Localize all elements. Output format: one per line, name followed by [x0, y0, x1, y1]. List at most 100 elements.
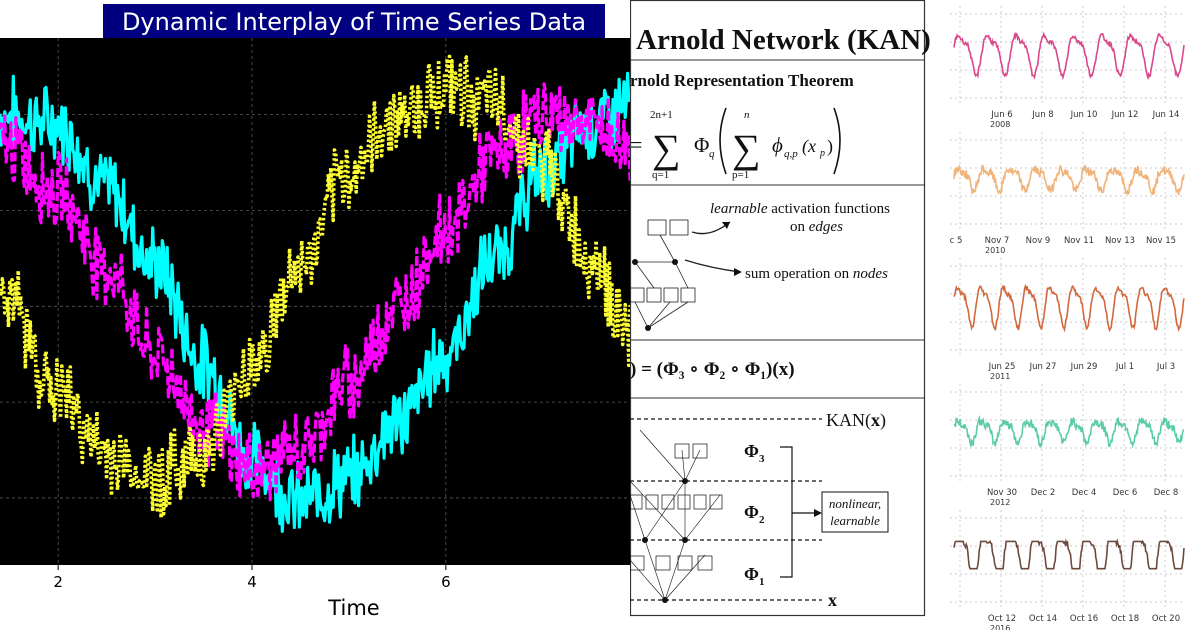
node-note: sum operation on nodes — [745, 266, 888, 282]
small-multiple-tick: c 5 — [950, 236, 963, 246]
x-tick-label: 6 — [441, 573, 451, 591]
edge-line — [674, 261, 689, 289]
kan-diagram: Arnold Network (KAN) rnold Representatio… — [630, 0, 930, 630]
phi1-label: Φ1 — [744, 564, 764, 588]
small-multiple-year: 2012 — [990, 498, 1010, 507]
phi3-label: Φ3 — [744, 441, 765, 465]
small-multiple-tick: Jul 3 — [1156, 362, 1175, 372]
phi-bracket — [780, 446, 793, 578]
edge-box — [661, 494, 675, 510]
node-dot — [682, 478, 688, 484]
small-multiple-tick: Jun 12 — [1111, 110, 1139, 120]
net-edge — [644, 480, 686, 541]
time-series-svg: Dynamic Interplay of Time Series Data 2 4… — [0, 4, 630, 620]
small-multiple-tick: Nov 9 — [1026, 236, 1051, 246]
node-dot — [672, 259, 678, 265]
net-edge — [684, 494, 721, 541]
small-multiple-1: Jun 6 Jun 8 Jun 10 Jun 12 Jun 14 2008 — [950, 6, 1185, 129]
bracket-arrow-head — [814, 509, 822, 517]
small-multiple-line — [953, 283, 1185, 333]
left-paren — [719, 107, 727, 175]
right-paren — [833, 107, 841, 175]
outer-sum-upper: 2n+1 — [650, 109, 673, 121]
kan-frame — [630, 0, 926, 617]
small-multiple-tick: Nov 11 — [1064, 236, 1094, 246]
inner-sum-lower: p=1 — [732, 169, 749, 181]
chart-title: Dynamic Interplay of Time Series Data — [122, 8, 586, 36]
edge-box — [692, 443, 708, 459]
x-axis-ticks: 2 4 6 — [53, 565, 451, 591]
small-multiple-tick: Oct 16 — [1070, 614, 1098, 624]
edge-box — [680, 287, 696, 303]
small-multiple-year: 2016 — [990, 624, 1010, 630]
inner-func-sub: q,p — [784, 148, 798, 160]
inner-sum-symbol: ∑ — [732, 126, 761, 171]
small-multiple-tick: Dec 6 — [1113, 488, 1138, 498]
edge-line — [634, 301, 649, 329]
net-edge — [639, 429, 686, 482]
small-multiple-line — [953, 538, 1185, 570]
node-dot — [642, 537, 648, 543]
outer-sum-lower: q=1 — [652, 169, 669, 181]
inner-arg: (x — [802, 136, 816, 157]
small-multiple-tick: Jun 27 — [1029, 362, 1057, 372]
edge-line — [634, 261, 655, 289]
node-dot — [682, 537, 688, 543]
net-edge — [684, 449, 701, 482]
net-edge — [630, 559, 666, 601]
node-dot — [632, 259, 638, 265]
network-sketch-top — [630, 219, 741, 329]
small-multiple-tick: Nov 15 — [1146, 236, 1176, 246]
time-series-chart: Dynamic Interplay of Time Series Data 2 4… — [0, 4, 630, 620]
node-dot — [662, 597, 668, 603]
small-multiple-3: Jun 25 Jun 27 Jun 29 Jul 1 Jul 3 2011 — [950, 258, 1185, 381]
input-x-label: x — [828, 590, 837, 610]
nonlinear-box — [821, 491, 889, 533]
kan-subtitle: rnold Representation Theorem — [630, 71, 854, 90]
edge-box — [663, 287, 679, 303]
small-multiple-tick: Dec 8 — [1154, 488, 1179, 498]
small-multiple-5: Oct 12 Oct 14 Oct 16 Oct 18 Oct 20 2016 — [950, 510, 1185, 630]
small-multiple-tick: Jun 6 — [990, 110, 1012, 120]
edge-line — [647, 301, 671, 329]
small-multiples-svg: Jun 6 Jun 8 Jun 10 Jun 12 Jun 14 2008 c 5 Nov 7… — [950, 6, 1185, 630]
formula-equals: = — [630, 132, 642, 157]
net-edge — [630, 480, 686, 541]
edge-box — [674, 443, 690, 459]
edge-box — [677, 555, 693, 571]
small-multiple-tick: Oct 12 — [988, 614, 1016, 624]
small-multiple-line — [953, 414, 1185, 449]
edge-box — [630, 555, 645, 571]
node-arrow — [684, 259, 741, 273]
small-multiple-year: 2008 — [990, 120, 1010, 129]
small-multiple-tick: Dec 4 — [1072, 488, 1097, 498]
small-multiple-tick: Nov 30 — [987, 488, 1017, 498]
small-multiple-tick: Jun 14 — [1152, 110, 1180, 120]
small-multiple-tick: Jun 8 — [1031, 110, 1053, 120]
series-line-3 — [0, 54, 630, 520]
edge-box — [645, 494, 659, 510]
small-multiple-4: Nov 30 Dec 2 Dec 4 Dec 6 Dec 8 2012 — [950, 384, 1185, 507]
small-multiple-line — [953, 31, 1185, 81]
outer-sum-symbol: ∑ — [652, 126, 681, 171]
edge-box — [693, 494, 707, 510]
edge-box — [677, 494, 691, 510]
net-edge — [664, 539, 686, 601]
small-multiple-year: 2010 — [985, 246, 1005, 255]
net-edge — [681, 449, 686, 482]
inner-sum-upper: n — [744, 109, 750, 121]
edge-note-line1: learnable activation functions — [710, 201, 890, 217]
series-line-2 — [0, 82, 630, 502]
small-multiple-tick: Jun 29 — [1070, 362, 1098, 372]
x-axis-label: Time — [327, 596, 379, 620]
small-multiple-tick: Oct 20 — [1152, 614, 1180, 624]
kan-title: Arnold Network (KAN) — [636, 24, 930, 56]
small-multiple-tick: Oct 18 — [1111, 614, 1139, 624]
phi2-label: Φ2 — [744, 502, 765, 526]
edge-box — [647, 219, 667, 236]
small-multiple-tick: Jul 1 — [1115, 362, 1134, 372]
small-multiple-tick: Jun 10 — [1070, 110, 1098, 120]
kan-x-label: KAN(x) — [826, 410, 886, 431]
edge-box — [669, 219, 689, 236]
kart-formula: = 2n+1 ∑ q=1 Φ q n ∑ p=1 ϕ q,p (x p ) — [630, 107, 841, 181]
